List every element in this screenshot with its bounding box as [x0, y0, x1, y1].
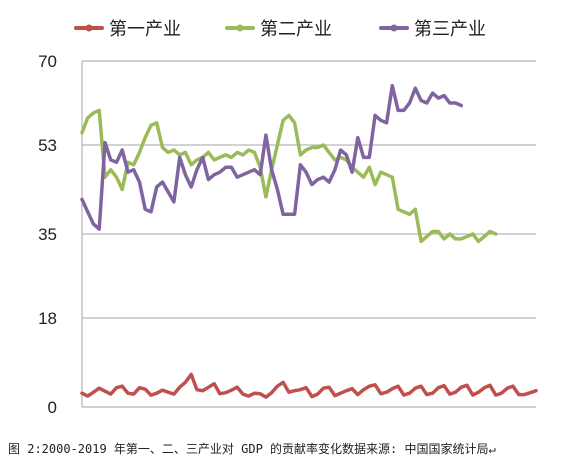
- y-tick-label: 18: [38, 309, 57, 328]
- y-axis-ticks: 0 18 35 53 70: [38, 52, 57, 417]
- series-line-1: [80, 372, 538, 399]
- legend-label: 第二产业: [260, 19, 332, 40]
- legend-label: 第三产业: [414, 19, 486, 40]
- legend-item: 第一产业: [74, 19, 181, 40]
- legend-marker: [390, 24, 398, 32]
- y-tick-label: 70: [38, 52, 57, 71]
- legend-item: 第三产业: [379, 19, 486, 40]
- series-lines: [80, 83, 538, 399]
- series-line-2: [80, 108, 498, 244]
- gridlines: [81, 60, 536, 408]
- legend-marker: [85, 24, 93, 32]
- series-line-3: [80, 83, 464, 231]
- legend: 第一产业 第二产业 第三产业: [74, 19, 486, 40]
- y-tick-label: 35: [38, 225, 57, 244]
- figure-caption: 图 2:2000-2019 年第一、二、三产业对 GDP 的贡献率变化数据来源:…: [8, 442, 496, 456]
- y-tick-label: 53: [38, 136, 57, 155]
- legend-item: 第二产业: [225, 19, 332, 40]
- chart: 第一产业 第二产业 第三产业 0 18 35 53 70: [38, 19, 538, 417]
- y-tick-label: 0: [48, 398, 57, 417]
- legend-label: 第一产业: [109, 19, 181, 40]
- legend-marker: [236, 24, 244, 32]
